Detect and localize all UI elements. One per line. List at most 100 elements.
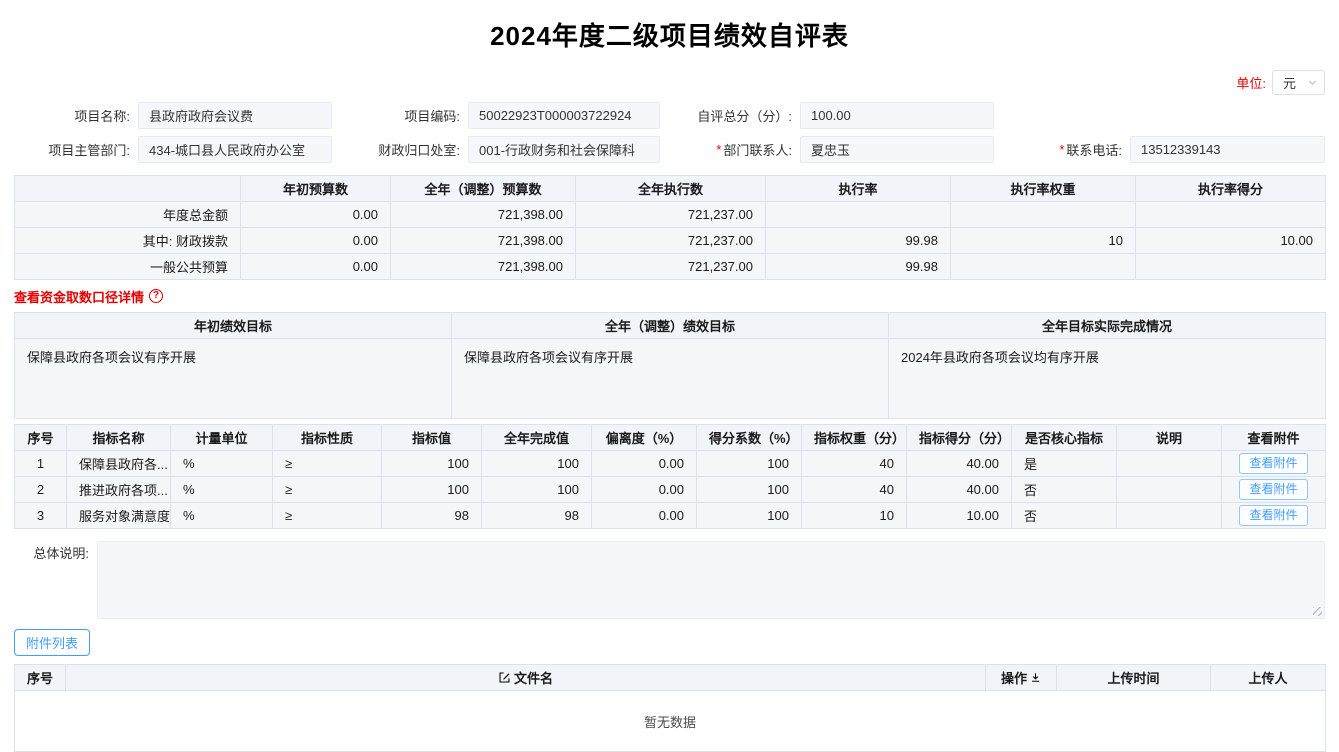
budget-header-row: 年初预算数 全年（调整）预算数 全年执行数 执行率 执行率权重 执行率得分 [14, 175, 1326, 202]
contact-person-label: * 部门联系人: [716, 142, 792, 158]
cell-weight: 10 [801, 502, 907, 529]
indicator-header-row: 序号 指标名称 计量单位 指标性质 指标值 全年完成值 偏离度（%） 得分系数（… [14, 424, 1326, 451]
cell: 10.00 [1135, 227, 1326, 254]
indicator-row: 2 推进政府各项... % ≥ 100 100 0.00 100 40 40.0… [14, 476, 1326, 503]
empty-slot [1130, 102, 1325, 129]
project-code-label: 项目编码: [404, 109, 460, 124]
header-cell: 查看附件 [1221, 424, 1326, 451]
self-score-label: 自评总分（分）: [697, 109, 792, 124]
funding-caliber-link[interactable]: 查看资金取数口径详情 ? [14, 287, 164, 306]
cell [950, 253, 1136, 280]
cell-unit: % [170, 450, 273, 477]
header-cell: 指标得分（分） [906, 424, 1012, 451]
cell-coef: 100 [696, 450, 802, 477]
required-star: * [716, 142, 722, 157]
attachment-button-row: 附件列表 [14, 629, 1325, 656]
cell: 721,398.00 [390, 253, 576, 280]
cell: 721,237.00 [575, 201, 766, 228]
cell-nature: ≥ [272, 476, 382, 503]
indicator-row: 1 保障县政府各... % ≥ 100 100 0.00 100 40 40.0… [14, 450, 1326, 477]
cell-score: 40.00 [906, 476, 1012, 503]
row-label: 一般公共预算 [14, 253, 241, 280]
attachments-table: 序号 文件名 操作 [14, 664, 1326, 752]
unit-label: 单位: [1236, 75, 1266, 91]
header-cell: 指标权重（分） [801, 424, 907, 451]
finance-office-field[interactable]: 001-行政财务和社会保障科 [468, 136, 660, 163]
header-cell: 执行率 [765, 175, 951, 202]
department-label: 项目主管部门: [48, 143, 130, 158]
goal-actual: 2024年县政府各项会议均有序开展 [888, 338, 1326, 419]
cell-core: 是 [1011, 450, 1117, 477]
cell: 0.00 [240, 201, 391, 228]
help-icon[interactable]: ? [149, 289, 164, 303]
view-attachment-button[interactable]: 查看附件 [1239, 505, 1308, 526]
attachment-list-button[interactable]: 附件列表 [14, 629, 91, 656]
cell-core: 否 [1011, 476, 1117, 503]
overall-note-box [97, 541, 1325, 619]
header-cell: 年初预算数 [240, 175, 391, 202]
header-cell: 指标性质 [272, 424, 382, 451]
cell-seq: 2 [14, 476, 67, 503]
cell [1135, 201, 1326, 228]
header-cell: 执行率得分 [1135, 175, 1326, 202]
empty-slot [994, 102, 1130, 129]
cell-done: 98 [481, 502, 592, 529]
project-name-field[interactable]: 县政府政府会议费 [138, 102, 332, 129]
chevron-down-icon [1307, 77, 1318, 88]
goal-initial: 保障县政府各项会议有序开展 [14, 338, 452, 419]
cell-nature: ≥ [272, 450, 382, 477]
header-cell: 得分系数（%） [696, 424, 802, 451]
cell-note [1116, 476, 1222, 503]
project-code-field[interactable]: 50022923T000003722924 [468, 102, 660, 129]
header-cell: 偏离度（%） [591, 424, 697, 451]
cell-score: 40.00 [906, 450, 1012, 477]
view-attachment-button[interactable]: 查看附件 [1239, 453, 1308, 474]
budget-row: 年度总金额 0.00 721,398.00 721,237.00 [14, 201, 1326, 228]
self-score-field[interactable]: 100.00 [800, 102, 994, 129]
header-cell: 全年执行数 [575, 175, 766, 202]
required-star: * [1059, 142, 1065, 157]
header-cell: 全年目标实际完成情况 [888, 312, 1326, 339]
header-cell: 指标值 [381, 424, 482, 451]
unit-select-value: 元 [1283, 75, 1297, 91]
edit-icon [498, 671, 511, 684]
header-cell-upload-time: 上传时间 [1056, 664, 1211, 691]
download-icon[interactable] [1030, 672, 1041, 683]
header-cell: 全年完成值 [481, 424, 592, 451]
cell: 721,398.00 [390, 201, 576, 228]
unit-row: 单位: 元 [14, 69, 1325, 95]
cell-note [1116, 502, 1222, 529]
contact-phone-field[interactable]: 13512339143 [1130, 136, 1325, 163]
view-attachment-button[interactable]: 查看附件 [1239, 479, 1308, 500]
header-cell-seq: 序号 [14, 664, 66, 691]
cell: 721,398.00 [390, 227, 576, 254]
cell-attachment: 查看附件 [1221, 450, 1326, 477]
contact-person-field[interactable]: 夏忠玉 [800, 136, 994, 163]
cell: 721,237.00 [575, 253, 766, 280]
header-cell: 全年（调整）预算数 [390, 175, 576, 202]
cell-name: 推进政府各项... [66, 476, 171, 503]
overall-note-row: 总体说明: [14, 541, 1325, 619]
overall-note-label: 总体说明: [33, 546, 89, 561]
contact-phone-label: * 联系电话: [1059, 142, 1122, 158]
finance-office-label: 财政归口处室: [378, 143, 460, 158]
header-cell: 是否核心指标 [1011, 424, 1117, 451]
department-field[interactable]: 434-城口县人民政府办公室 [138, 136, 332, 163]
unit-select[interactable]: 元 [1272, 69, 1325, 95]
header-cell: 执行率权重 [950, 175, 1136, 202]
goals-table: 年初绩效目标 全年（调整）绩效目标 全年目标实际完成情况 保障县政府各项会议有序… [14, 312, 1326, 419]
cell-nature: ≥ [272, 502, 382, 529]
cell: 99.98 [765, 253, 951, 280]
header-cell-action: 操作 [985, 664, 1057, 691]
cell-seq: 1 [14, 450, 67, 477]
attachments-empty-row: 暂无数据 [14, 690, 1326, 752]
goals-header-row: 年初绩效目标 全年（调整）绩效目标 全年目标实际完成情况 [14, 312, 1326, 339]
overall-note-textarea[interactable] [98, 542, 1324, 618]
indicator-table: 序号 指标名称 计量单位 指标性质 指标值 全年完成值 偏离度（%） 得分系数（… [14, 424, 1326, 529]
cell-deviation: 0.00 [591, 502, 697, 529]
cell: 10 [950, 227, 1136, 254]
cell-unit: % [170, 476, 273, 503]
cell: 0.00 [240, 227, 391, 254]
cell: 99.98 [765, 227, 951, 254]
